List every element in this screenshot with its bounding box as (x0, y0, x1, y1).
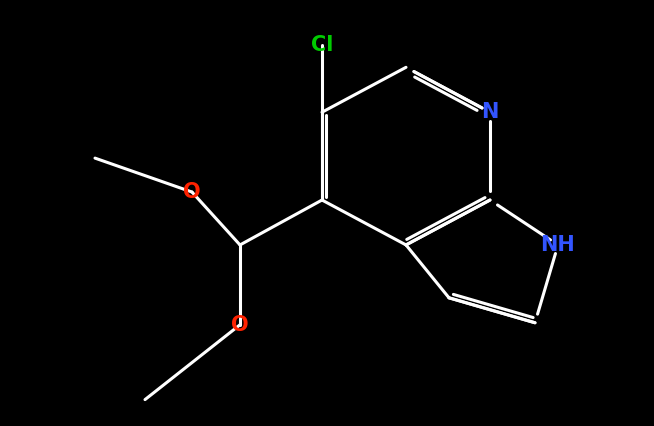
Text: N: N (481, 102, 499, 122)
Text: Cl: Cl (311, 35, 333, 55)
Text: NH: NH (541, 235, 576, 255)
Text: O: O (183, 182, 201, 202)
Text: O: O (231, 315, 249, 335)
